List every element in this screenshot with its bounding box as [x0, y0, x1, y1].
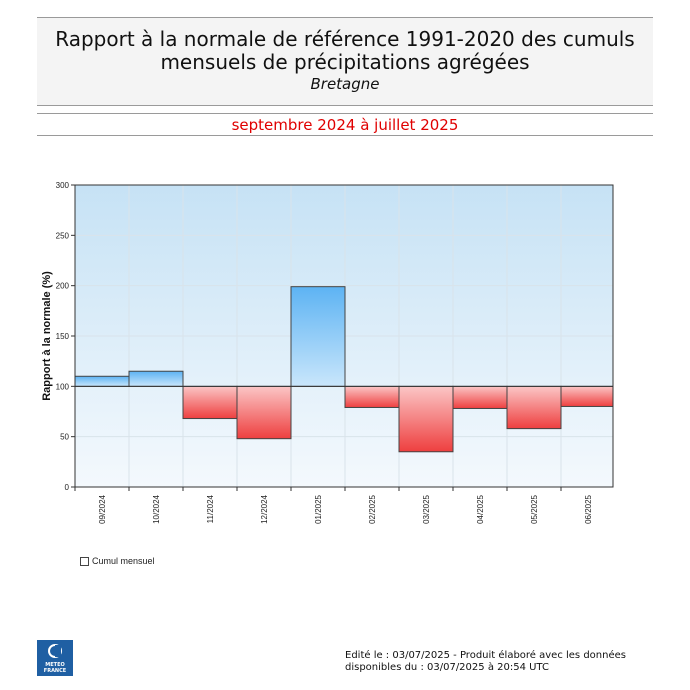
x-tick-label: 06/2025	[584, 494, 593, 523]
x-tick-label: 05/2025	[530, 494, 539, 523]
y-tick-label: 0	[65, 483, 70, 492]
bar-04-2025	[452, 385, 508, 409]
y-axis-label: Rapport à la normale (%)	[41, 271, 53, 401]
x-tick-label: 04/2025	[476, 494, 485, 523]
bar-09-2024	[74, 375, 130, 387]
x-tick-label: 09/2024	[98, 494, 107, 523]
footer-note: Edité le : 03/07/2025 - Produit élaboré …	[345, 650, 626, 674]
title-box: Rapport à la normale de référence 1991-2…	[37, 17, 653, 106]
plot-frame	[74, 184, 614, 488]
x-tick-label: 10/2024	[152, 494, 161, 523]
bar-12-2024	[236, 385, 292, 440]
x-tick-label: 02/2025	[368, 494, 377, 523]
legend: Cumul mensuel	[80, 556, 155, 566]
x-tick-label: 03/2025	[422, 494, 431, 523]
x-tick-label: 01/2025	[314, 494, 323, 523]
logo-text-line1: METEO	[45, 662, 65, 668]
y-tick-label: 100	[56, 382, 70, 391]
y-tick-label: 250	[56, 231, 70, 240]
y-tick-label: 300	[56, 181, 70, 190]
bar-03-2025	[398, 385, 454, 453]
y-tick-label: 50	[60, 433, 69, 442]
x-tick-label: 11/2024	[206, 494, 215, 523]
bar-01-2025	[290, 286, 346, 387]
legend-swatch	[80, 556, 89, 566]
chart-title-line2: mensuels de précipitations agrégées	[160, 50, 530, 74]
period-box: septembre 2024 à juillet 2025	[37, 113, 653, 136]
y-tick-label: 200	[56, 282, 70, 291]
footer-line2: disponibles du : 03/07/2025 à 20:54 UTC	[345, 662, 549, 673]
x-tick-label: 12/2024	[260, 494, 269, 523]
bar-10-2024	[128, 370, 184, 387]
footer-line1: Edité le : 03/07/2025 - Produit élaboré …	[345, 650, 626, 661]
region-subtitle: Bretagne	[310, 75, 380, 93]
y-tick-label: 150	[56, 332, 70, 341]
bar-11-2024	[182, 385, 238, 420]
logo-text-line2: FRANCE	[43, 668, 67, 674]
logo-emblem-icon	[48, 644, 62, 658]
bar-05-2025	[506, 385, 562, 430]
bar-02-2025	[344, 385, 400, 408]
chart-title-line1: Rapport à la normale de référence 1991-2…	[55, 27, 635, 51]
legend-label: Cumul mensuel	[92, 556, 155, 566]
bar-06-2025	[560, 385, 614, 407]
period-label: septembre 2024 à juillet 2025	[231, 116, 459, 134]
meteo-france-logo: METEO FRANCE	[37, 640, 73, 676]
